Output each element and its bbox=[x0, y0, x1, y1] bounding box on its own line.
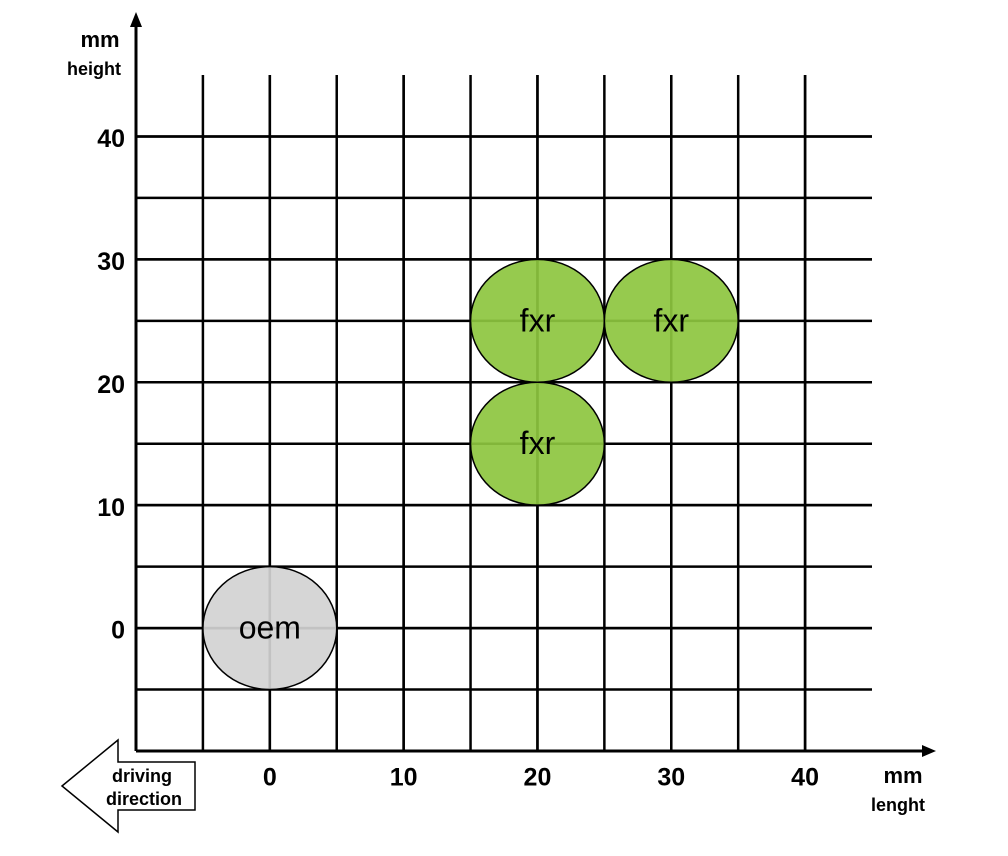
circle-marker bbox=[202, 565, 338, 691]
annotation: direction bbox=[106, 789, 182, 809]
marker-label: fxr bbox=[653, 302, 689, 338]
y-tick-label: 0 bbox=[111, 617, 125, 645]
y-axis-arrow bbox=[130, 12, 142, 27]
y-tick-label: 30 bbox=[97, 248, 125, 276]
x-axis-unit: mm bbox=[883, 763, 922, 788]
y-tick-label: 10 bbox=[97, 494, 125, 522]
circle-marker bbox=[603, 258, 739, 384]
marker-label: fxr bbox=[520, 425, 556, 461]
driving-arrow bbox=[60, 738, 196, 834]
x-tick-label: 30 bbox=[657, 764, 685, 792]
y-axis-label: height bbox=[67, 59, 121, 79]
y-axis-unit: mm bbox=[80, 27, 119, 52]
y-tick-label: 40 bbox=[97, 125, 125, 153]
x-axis-arrow bbox=[922, 745, 936, 757]
marker-label: fxr bbox=[520, 302, 556, 338]
x-axis-label: lenght bbox=[871, 795, 925, 815]
x-tick-label: 0 bbox=[263, 764, 277, 792]
x-tick-label: 20 bbox=[524, 764, 552, 792]
x-tick-label: 40 bbox=[791, 764, 819, 792]
annotation: driving bbox=[112, 766, 172, 786]
marker-label: oem bbox=[239, 610, 301, 646]
circle-marker bbox=[469, 381, 606, 506]
x-tick-label: 10 bbox=[390, 764, 418, 792]
y-tick-label: 20 bbox=[97, 371, 125, 399]
